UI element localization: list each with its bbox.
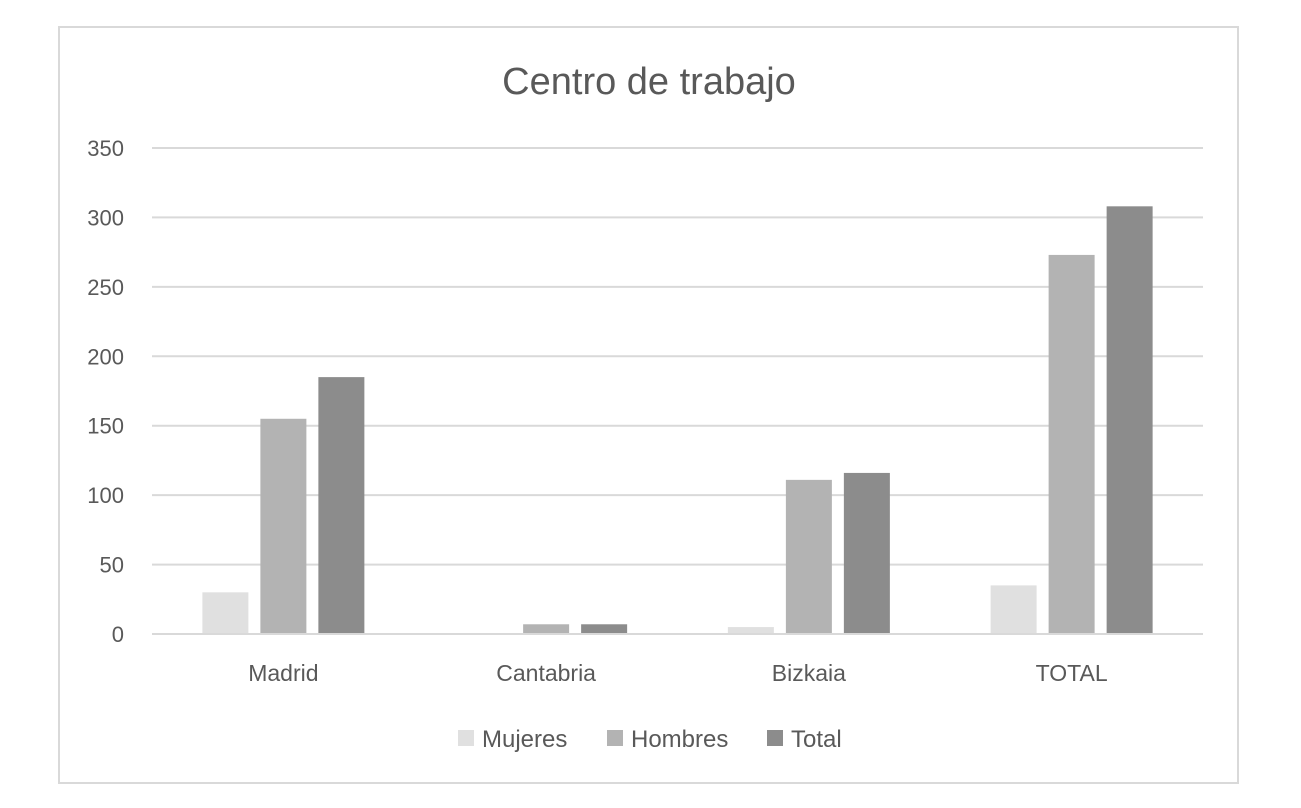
- y-tick-label: 300: [87, 205, 124, 230]
- y-tick-label: 250: [87, 275, 124, 300]
- y-tick-label: 350: [87, 136, 124, 161]
- legend-swatch: [767, 730, 783, 746]
- x-category-label: Bizkaia: [772, 660, 846, 686]
- bar: [843, 472, 890, 634]
- x-axis-categories: Madrid Cantabria Bizkaia TOTAL: [248, 660, 1108, 686]
- bar: [581, 624, 628, 634]
- chart-frame: [58, 26, 1239, 784]
- x-category-label: Madrid: [248, 660, 318, 686]
- legend-swatch: [458, 730, 474, 746]
- legend: Mujeres Hombres Total: [458, 726, 842, 753]
- x-category-label: Cantabria: [496, 660, 596, 686]
- bar: [523, 624, 570, 634]
- bar: [1106, 206, 1153, 634]
- x-category-label: TOTAL: [1036, 660, 1108, 686]
- legend-label: Hombres: [631, 726, 728, 753]
- bars: [202, 206, 1153, 635]
- y-tick-label: 0: [112, 622, 124, 647]
- bar: [1048, 254, 1095, 635]
- bar: [727, 627, 774, 634]
- chart-title: Centro de trabajo: [502, 61, 796, 103]
- legend-swatch: [607, 730, 623, 746]
- bar: [318, 377, 365, 634]
- legend-label: Mujeres: [482, 726, 567, 753]
- legend-label: Total: [791, 726, 842, 753]
- bar: [202, 592, 249, 634]
- y-tick-label: 150: [87, 414, 124, 439]
- y-tick-label: 200: [87, 344, 124, 369]
- y-tick-label: 100: [87, 483, 124, 508]
- y-axis-ticks: 0 50 100 150 200 250 300 350: [87, 136, 124, 647]
- bar: [785, 479, 832, 634]
- bar: [990, 585, 1037, 634]
- gridlines: [152, 147, 1203, 566]
- bar: [260, 418, 307, 634]
- y-tick-label: 50: [100, 553, 124, 578]
